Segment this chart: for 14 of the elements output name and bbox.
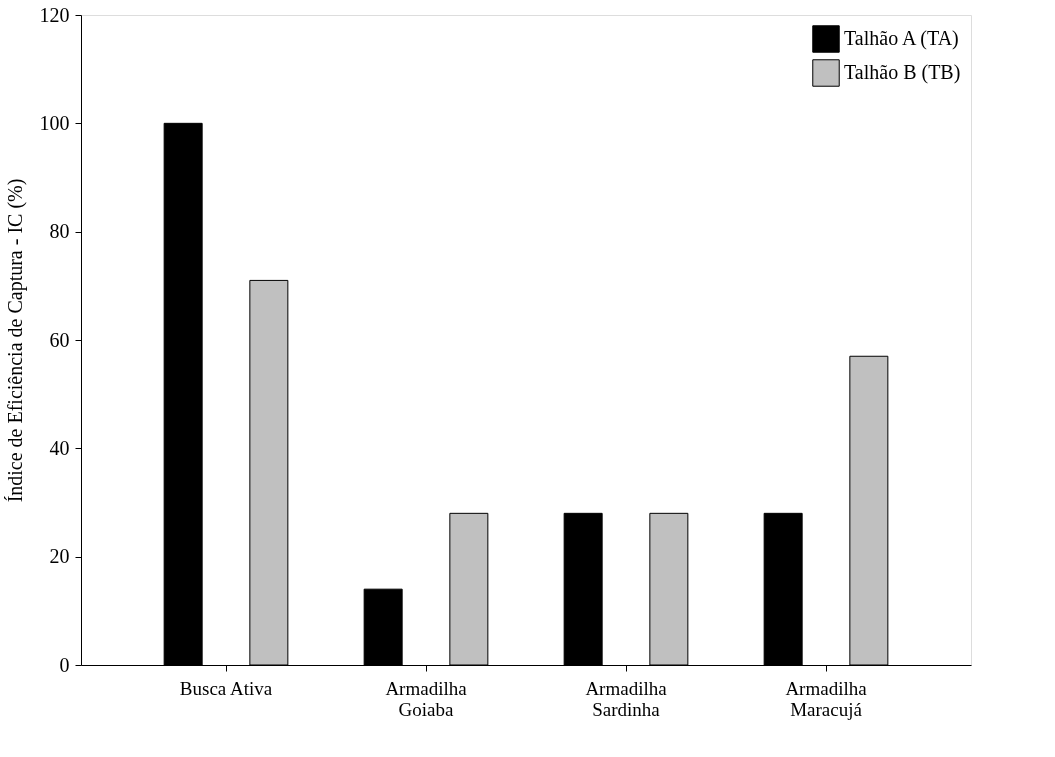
y-axis-title: Índice de Eficiência de Captura - IC (%): [3, 178, 27, 503]
x-tick-label: Armadilha Goiaba: [385, 677, 468, 720]
legend-label: Talhão B (TB): [844, 61, 961, 84]
y-tick-label: 0: [59, 653, 70, 676]
y-tick-label: 80: [49, 220, 70, 243]
x-tick-label: Busca Ativa: [179, 677, 273, 699]
y-tick-label: 60: [49, 328, 70, 351]
y-tick-label: 40: [49, 436, 70, 459]
x-tick-label: Armadilha Sardinha: [585, 677, 668, 720]
y-tick-label: 20: [49, 545, 70, 568]
y-tick-label: 120: [39, 3, 70, 26]
legend-label: Talhão A (TA): [844, 27, 959, 50]
x-tick-label: Armadilha Maracujá: [785, 677, 868, 720]
y-tick-label: 100: [39, 111, 70, 134]
